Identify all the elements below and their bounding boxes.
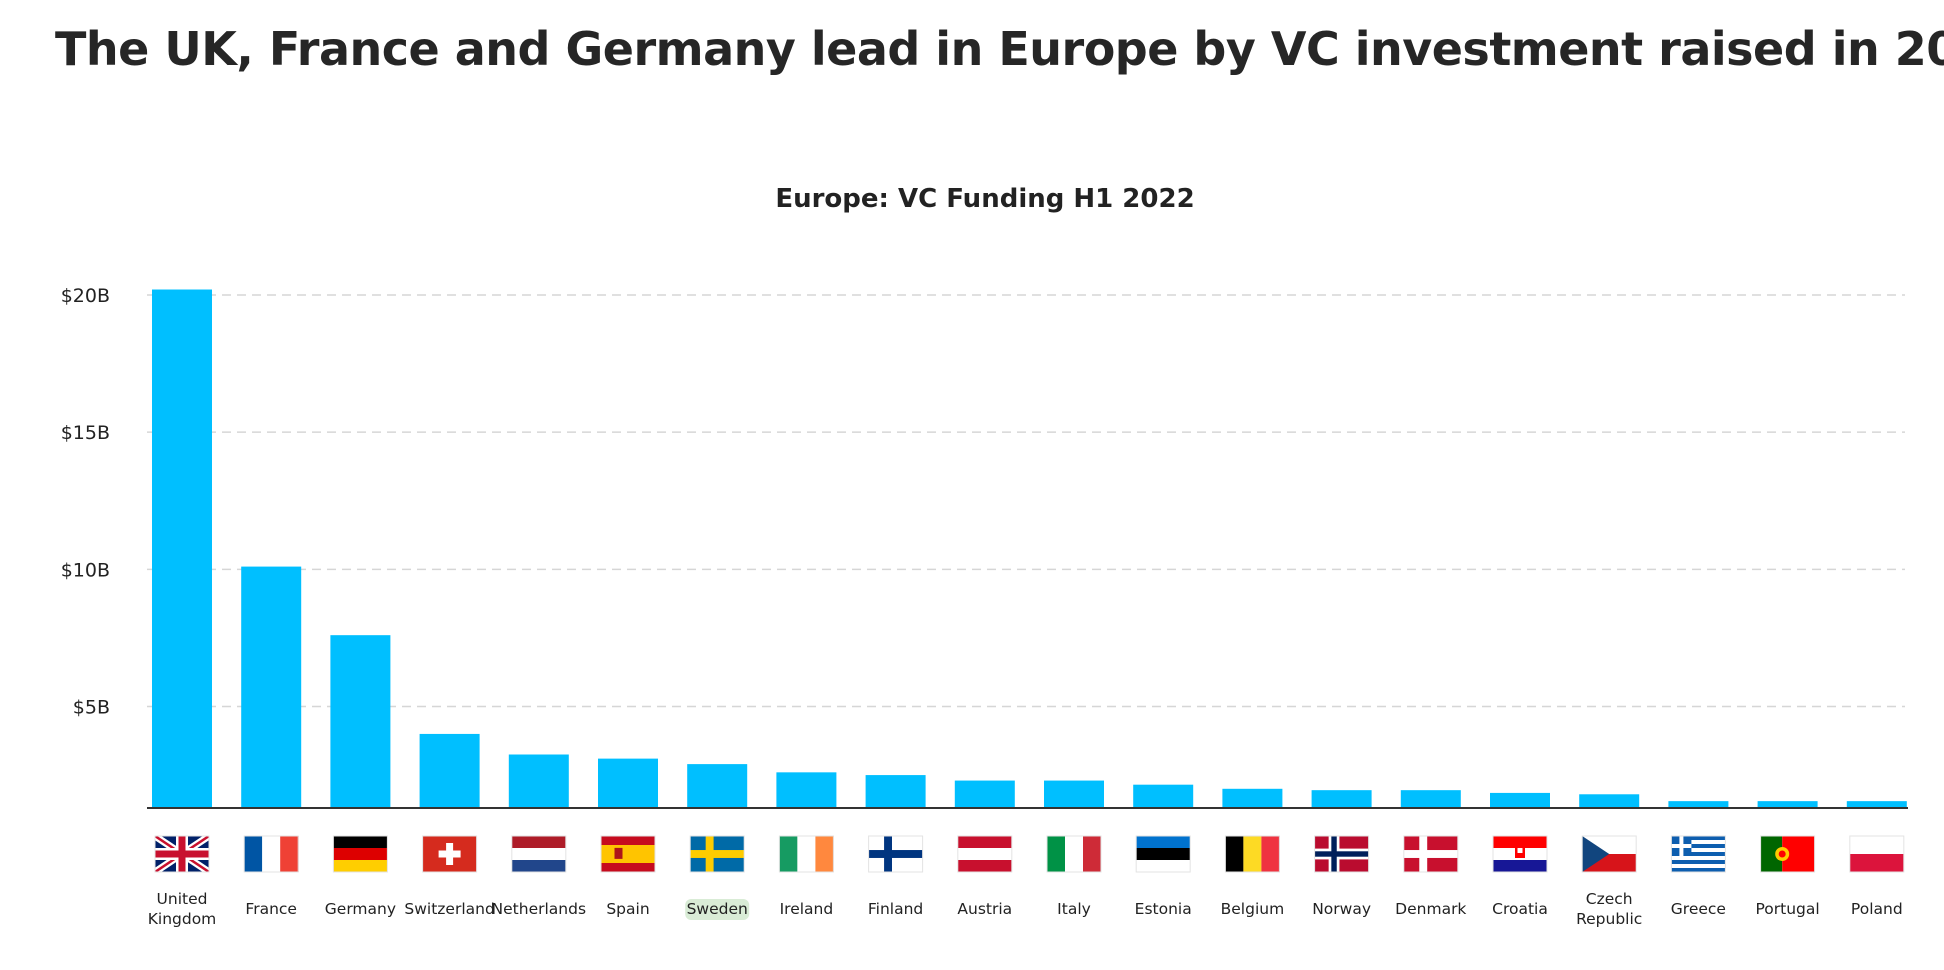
bar-belgium	[1222, 788, 1283, 808]
denmark-flag-icon	[1403, 835, 1459, 873]
x-tick-label: Finland	[868, 900, 923, 918]
x-tick-label: Spain	[606, 900, 649, 918]
bar-germany	[330, 635, 391, 808]
x-tick-label: Italy	[1057, 900, 1091, 918]
norway-flag-icon	[1314, 835, 1370, 873]
x-tick-label: Ireland	[780, 900, 834, 918]
highlight-pill	[685, 899, 750, 920]
ireland-flag-icon	[778, 835, 834, 873]
bar-portugal	[1757, 801, 1818, 808]
bar-finland	[865, 775, 926, 808]
switzerland-flag-icon	[422, 835, 478, 873]
bar-netherlands	[508, 754, 569, 808]
greece-flag-icon	[1670, 835, 1726, 873]
france-flag-icon	[243, 835, 299, 873]
italy-flag-icon	[1046, 835, 1102, 873]
x-tick-label: Germany	[325, 900, 396, 918]
germany-flag-icon	[332, 835, 388, 873]
belgium-flag-icon	[1224, 835, 1280, 873]
bar-denmark	[1400, 790, 1461, 808]
x-tick-label: Czech	[1586, 890, 1633, 908]
sweden-flag-icon	[689, 835, 745, 873]
bar-sweden	[687, 764, 748, 808]
bar-czech-republic	[1579, 794, 1640, 808]
bar-norway	[1311, 790, 1372, 808]
x-tick-label: Poland	[1851, 900, 1903, 918]
axis-layer: $5B $10B $15B $20B	[61, 285, 1908, 809]
x-tick-label: France	[245, 900, 297, 918]
netherlands-flag-icon	[511, 835, 567, 873]
flag-layer	[154, 835, 1905, 873]
page-heading: The UK, France and Germany lead in Europ…	[55, 22, 1944, 76]
x-tick-label: United	[157, 890, 208, 908]
x-tick-label: Austria	[957, 900, 1012, 918]
poland-flag-icon	[1849, 835, 1905, 873]
y-tick-label: $10B	[61, 559, 110, 581]
x-tick-label: Sweden	[687, 900, 748, 918]
bar-estonia	[1133, 784, 1194, 808]
x-tick-label: Kingdom	[148, 910, 217, 928]
x-tick-label: Switzerland	[404, 900, 494, 918]
spain-flag-icon	[600, 835, 656, 873]
grid-layer	[147, 294, 1905, 708]
finland-flag-icon	[868, 835, 924, 873]
austria-flag-icon	[957, 835, 1013, 873]
portugal-flag-icon	[1760, 835, 1816, 873]
x-tick-label: Greece	[1671, 900, 1726, 918]
bar-poland	[1846, 801, 1907, 808]
y-tick-label: $5B	[73, 696, 110, 718]
x-tick-label: Portugal	[1755, 900, 1819, 918]
bar-spain	[598, 758, 658, 808]
x-tick-label: Republic	[1576, 910, 1642, 928]
bar-united-kingdom	[152, 289, 212, 808]
bar-layer	[152, 289, 1907, 808]
y-tick-label: $15B	[61, 422, 110, 444]
x-tick-label: Netherlands	[492, 900, 586, 918]
bar-ireland	[776, 772, 837, 808]
x-tick-label: Croatia	[1492, 900, 1548, 918]
czech-republic-flag-icon	[1581, 835, 1637, 873]
bar-croatia	[1490, 792, 1550, 808]
bar-greece	[1668, 801, 1729, 808]
bar-switzerland	[419, 733, 480, 808]
x-tick-label: Estonia	[1135, 900, 1192, 918]
united-kingdom-flag-icon	[154, 835, 210, 873]
croatia-flag-icon	[1492, 835, 1548, 873]
label-layer: United Kingdom France Germany SwitzerlandNet…	[148, 890, 1903, 928]
bar-austria	[954, 780, 1015, 808]
bar-france	[241, 566, 302, 808]
y-tick-label: $20B	[61, 285, 110, 307]
x-tick-label: Denmark	[1395, 900, 1466, 918]
estonia-flag-icon	[1135, 835, 1191, 873]
chart-title: Europe: VC Funding H1 2022	[775, 184, 1194, 214]
x-tick-label: Belgium	[1221, 900, 1285, 918]
x-tick-label: Norway	[1312, 900, 1371, 918]
bar-italy	[1044, 780, 1104, 808]
